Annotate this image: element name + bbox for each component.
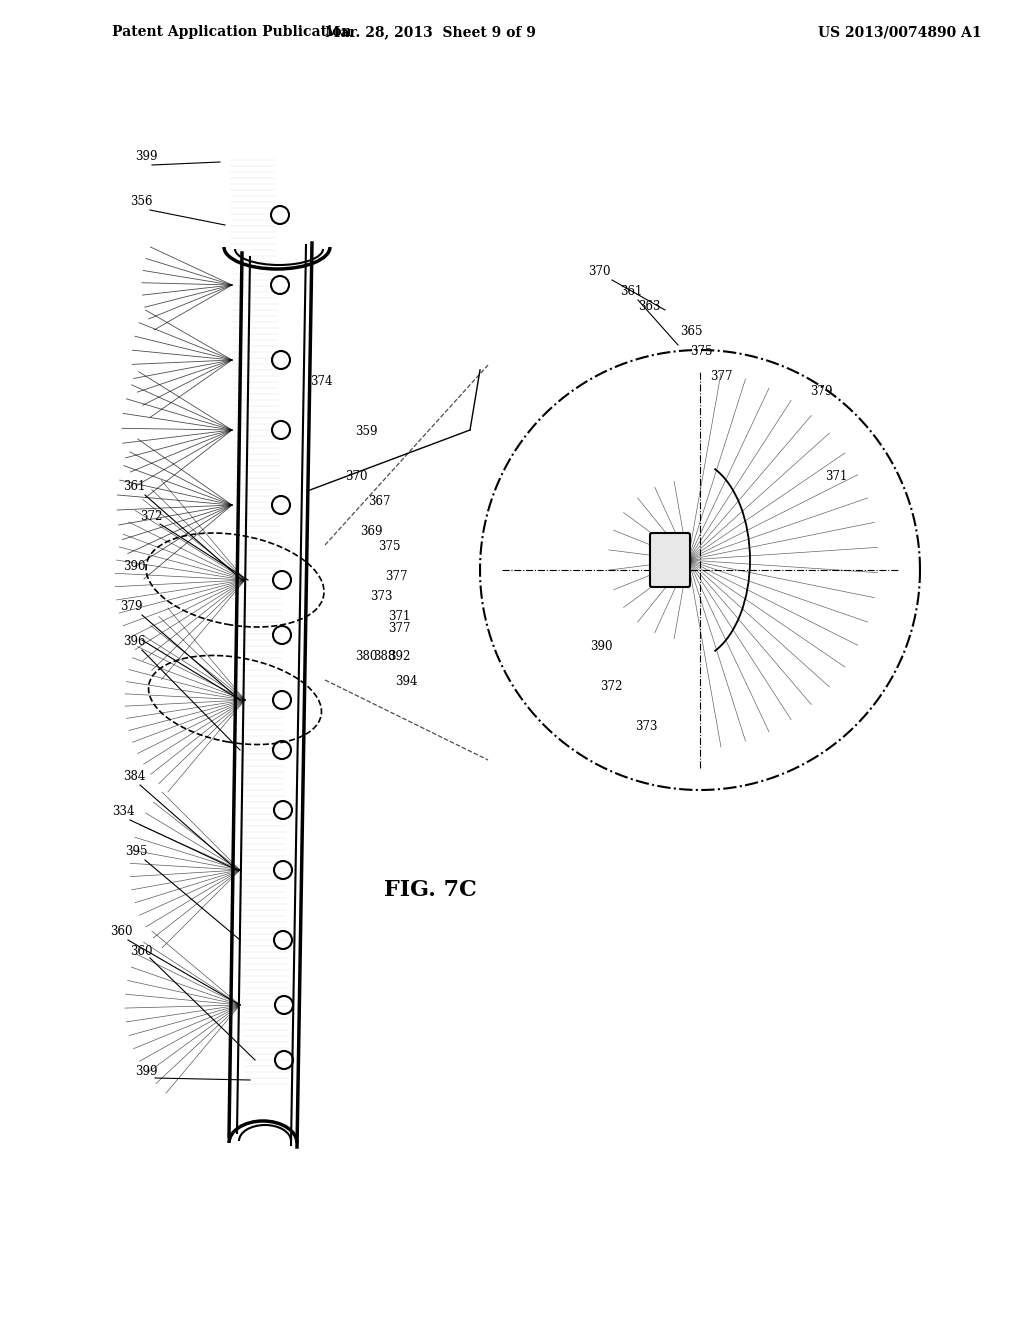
Text: 365: 365 xyxy=(680,325,702,338)
Text: 361: 361 xyxy=(123,480,145,492)
Text: 360: 360 xyxy=(130,945,153,958)
Text: 375: 375 xyxy=(690,345,713,358)
Text: 334: 334 xyxy=(112,805,134,818)
Text: 390: 390 xyxy=(590,640,612,653)
Text: 367: 367 xyxy=(368,495,390,508)
Text: 377: 377 xyxy=(385,570,408,583)
Text: 371: 371 xyxy=(388,610,411,623)
Text: 374: 374 xyxy=(310,375,333,388)
FancyBboxPatch shape xyxy=(650,533,690,587)
Text: 372: 372 xyxy=(140,510,163,523)
Text: 379: 379 xyxy=(810,385,833,399)
Text: 380: 380 xyxy=(355,649,378,663)
Text: US 2013/0074890 A1: US 2013/0074890 A1 xyxy=(818,25,982,40)
Text: 361: 361 xyxy=(620,285,642,298)
Text: 375: 375 xyxy=(378,540,400,553)
Text: 399: 399 xyxy=(135,150,158,162)
Text: 363: 363 xyxy=(638,300,660,313)
Text: 360: 360 xyxy=(110,925,132,939)
Text: 369: 369 xyxy=(360,525,383,539)
Text: 390: 390 xyxy=(123,560,145,573)
Text: Mar. 28, 2013  Sheet 9 of 9: Mar. 28, 2013 Sheet 9 of 9 xyxy=(325,25,536,40)
Text: 394: 394 xyxy=(395,675,418,688)
Text: FIG. 7C: FIG. 7C xyxy=(384,879,476,902)
Text: 373: 373 xyxy=(635,719,657,733)
Text: 372: 372 xyxy=(600,680,623,693)
Text: 395: 395 xyxy=(125,845,147,858)
Text: 373: 373 xyxy=(370,590,392,603)
Text: 384: 384 xyxy=(123,770,145,783)
Text: 399: 399 xyxy=(135,1065,158,1078)
Text: 356: 356 xyxy=(130,195,153,209)
Text: 377: 377 xyxy=(710,370,732,383)
Text: 388: 388 xyxy=(373,649,395,663)
Text: 359: 359 xyxy=(355,425,378,438)
Text: 371: 371 xyxy=(825,470,848,483)
Text: 370: 370 xyxy=(345,470,368,483)
Text: 377: 377 xyxy=(388,622,411,635)
Text: 396: 396 xyxy=(123,635,145,648)
Text: 379: 379 xyxy=(120,601,142,612)
Text: 370: 370 xyxy=(588,265,610,279)
Text: Patent Application Publication: Patent Application Publication xyxy=(112,25,351,40)
Text: 392: 392 xyxy=(388,649,411,663)
